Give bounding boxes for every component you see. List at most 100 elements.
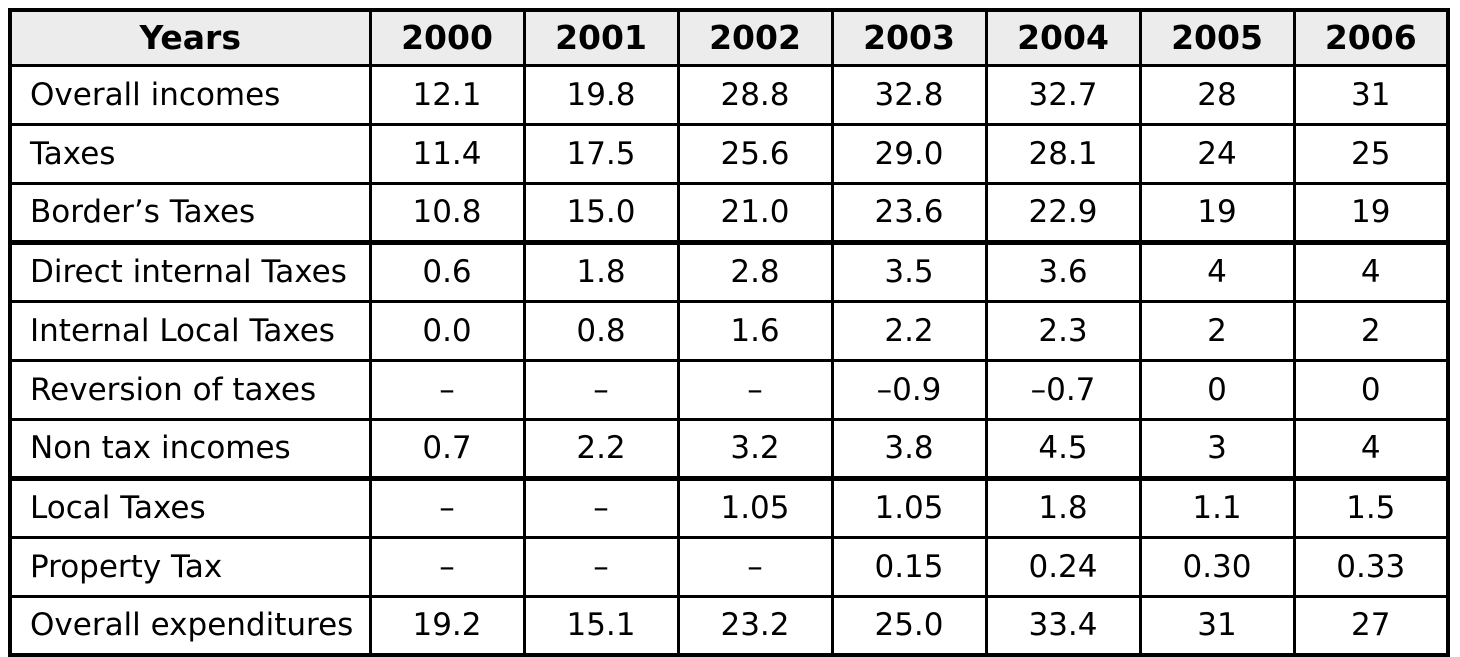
- header-year-2000: 2000: [368, 8, 526, 67]
- row-label: Non tax incomes: [8, 417, 372, 481]
- cell-value: 28.1: [984, 122, 1142, 185]
- header-year-2004: 2004: [984, 8, 1142, 67]
- cell-value: 2.3: [984, 299, 1142, 362]
- table-row-taxes: Taxes 11.4 17.5 25.6 29.0 28.1 24 25: [8, 122, 1450, 185]
- cell-value: 2.2: [522, 417, 680, 481]
- cell-value: 29.0: [830, 122, 988, 185]
- header-year-2006: 2006: [1292, 8, 1450, 67]
- header-years-label: Years: [8, 8, 372, 67]
- cell-value: 19.8: [522, 63, 680, 126]
- cell-value: 11.4: [368, 122, 526, 185]
- cell-value: 1.8: [522, 240, 680, 303]
- cell-value: –: [676, 358, 834, 421]
- table-row-overall-incomes: Overall incomes 12.1 19.8 28.8 32.8 32.7…: [8, 63, 1450, 126]
- table-row-borders-taxes: Border’s Taxes 10.8 15.0 21.0 23.6 22.9 …: [8, 181, 1450, 245]
- cell-value: –: [368, 476, 526, 539]
- header-year-2003: 2003: [830, 8, 988, 67]
- cell-value: 0.8: [522, 299, 680, 362]
- cell-value: 3.2: [676, 417, 834, 481]
- cell-value: 19.2: [368, 594, 526, 657]
- cell-value: 1.5: [1292, 476, 1450, 539]
- header-year-2002: 2002: [676, 8, 834, 67]
- cell-value: 12.1: [368, 63, 526, 126]
- cell-value: 24: [1138, 122, 1296, 185]
- cell-value: 31: [1292, 63, 1450, 126]
- row-label: Taxes: [8, 122, 372, 185]
- cell-value: 4.5: [984, 417, 1142, 481]
- cell-value: 23.6: [830, 181, 988, 245]
- cell-value: 3.6: [984, 240, 1142, 303]
- cell-value: 4: [1138, 240, 1296, 303]
- cell-value: 0.15: [830, 535, 988, 598]
- table-row-direct-internal-taxes: Direct internal Taxes 0.6 1.8 2.8 3.5 3.…: [8, 240, 1450, 303]
- cell-value: 1.8: [984, 476, 1142, 539]
- cell-value: 3: [1138, 417, 1296, 481]
- cell-value: 25.6: [676, 122, 834, 185]
- header-year-2001: 2001: [522, 8, 680, 67]
- row-label: Overall expenditures: [8, 594, 372, 657]
- cell-value: 4: [1292, 240, 1450, 303]
- cell-value: 32.7: [984, 63, 1142, 126]
- cell-value: 0.7: [368, 417, 526, 481]
- cell-value: 1.6: [676, 299, 834, 362]
- row-label: Local Taxes: [8, 476, 372, 539]
- cell-value: 31: [1138, 594, 1296, 657]
- cell-value: 3.5: [830, 240, 988, 303]
- cell-value: 21.0: [676, 181, 834, 245]
- table-row-property-tax: Property Tax – – – 0.15 0.24 0.30 0.33: [8, 535, 1450, 598]
- cell-value: 0.0: [368, 299, 526, 362]
- cell-value: 22.9: [984, 181, 1142, 245]
- cell-value: 1.1: [1138, 476, 1296, 539]
- cell-value: 15.1: [522, 594, 680, 657]
- cell-value: 0.33: [1292, 535, 1450, 598]
- cell-value: 3.8: [830, 417, 988, 481]
- table-row-non-tax-incomes: Non tax incomes 0.7 2.2 3.2 3.8 4.5 3 4: [8, 417, 1450, 481]
- cell-value: 0.30: [1138, 535, 1296, 598]
- cell-value: 25.0: [830, 594, 988, 657]
- table-row-internal-local-taxes: Internal Local Taxes 0.0 0.8 1.6 2.2 2.3…: [8, 299, 1450, 362]
- cell-value: 1.05: [830, 476, 988, 539]
- cell-value: –0.7: [984, 358, 1142, 421]
- cell-value: 23.2: [676, 594, 834, 657]
- header-year-2005: 2005: [1138, 8, 1296, 67]
- cell-value: 10.8: [368, 181, 526, 245]
- cell-value: 0.6: [368, 240, 526, 303]
- cell-value: –0.9: [830, 358, 988, 421]
- cell-value: 2.2: [830, 299, 988, 362]
- cell-value: 1.05: [676, 476, 834, 539]
- cell-value: 2: [1138, 299, 1296, 362]
- row-label: Border’s Taxes: [8, 181, 372, 245]
- cell-value: 2: [1292, 299, 1450, 362]
- tax-incomes-table: Years 2000 2001 2002 2003 2004 2005 2006…: [8, 8, 1450, 657]
- cell-value: 2.8: [676, 240, 834, 303]
- cell-value: –: [676, 535, 834, 598]
- cell-value: –: [522, 476, 680, 539]
- cell-value: –: [368, 358, 526, 421]
- cell-value: –: [522, 358, 680, 421]
- cell-value: –: [522, 535, 680, 598]
- cell-value: 17.5: [522, 122, 680, 185]
- row-label: Property Tax: [8, 535, 372, 598]
- row-label: Overall incomes: [8, 63, 372, 126]
- header-row: Years 2000 2001 2002 2003 2004 2005 2006: [8, 8, 1450, 67]
- row-label: Reversion of taxes: [8, 358, 372, 421]
- cell-value: 27: [1292, 594, 1450, 657]
- cell-value: 15.0: [522, 181, 680, 245]
- cell-value: 0: [1138, 358, 1296, 421]
- cell-value: 19: [1138, 181, 1296, 245]
- cell-value: 28: [1138, 63, 1296, 126]
- table-row-overall-expenditures: Overall expenditures 19.2 15.1 23.2 25.0…: [8, 594, 1450, 657]
- cell-value: 0.24: [984, 535, 1142, 598]
- cell-value: 33.4: [984, 594, 1142, 657]
- table-row-reversion-of-taxes: Reversion of taxes – – – –0.9 –0.7 0 0: [8, 358, 1450, 421]
- cell-value: 28.8: [676, 63, 834, 126]
- cell-value: 4: [1292, 417, 1450, 481]
- table-row-local-taxes: Local Taxes – – 1.05 1.05 1.8 1.1 1.5: [8, 476, 1450, 539]
- cell-value: 32.8: [830, 63, 988, 126]
- cell-value: 0: [1292, 358, 1450, 421]
- cell-value: 25: [1292, 122, 1450, 185]
- cell-value: –: [368, 535, 526, 598]
- row-label: Internal Local Taxes: [8, 299, 372, 362]
- row-label: Direct internal Taxes: [8, 240, 372, 303]
